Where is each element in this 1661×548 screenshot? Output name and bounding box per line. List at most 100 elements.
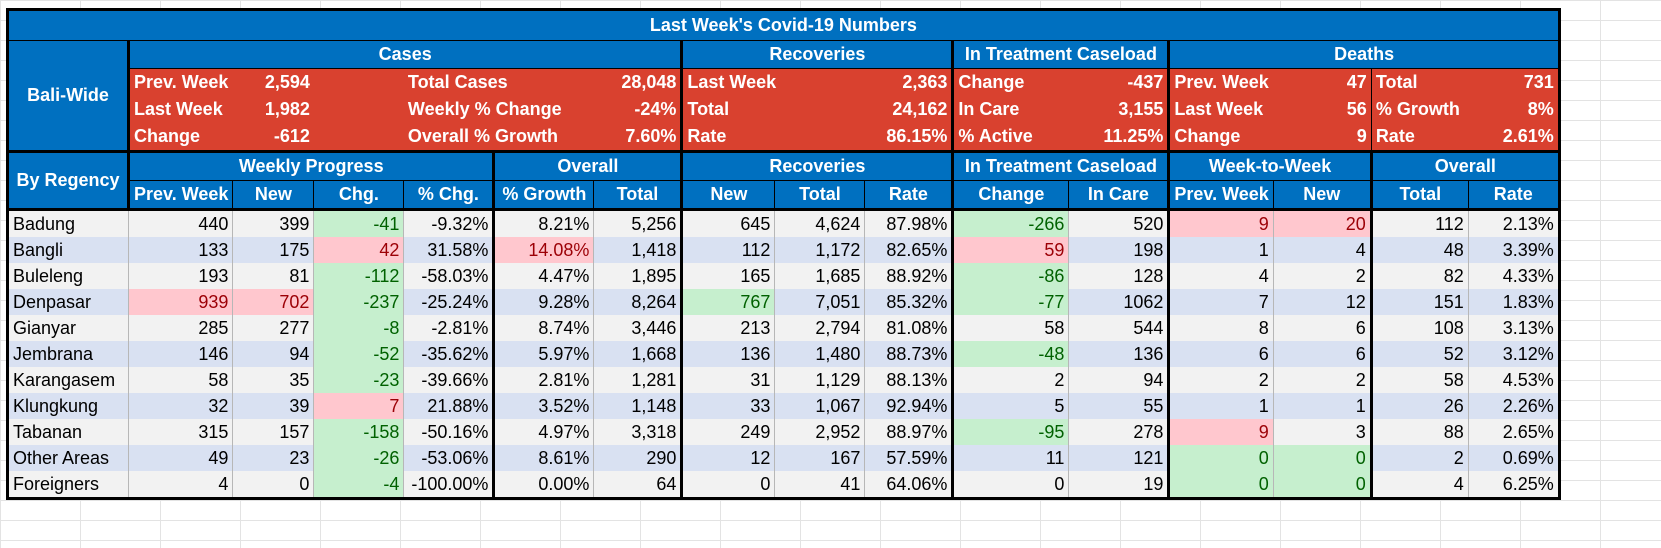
regency-name: Gianyar [7, 315, 129, 341]
data-cell: 121 [1068, 445, 1169, 471]
data-cell: -53.06% [403, 445, 494, 471]
data-cell: -237 [313, 289, 404, 315]
cases-total-value: 28,048 [593, 68, 684, 96]
data-cell: 33 [680, 393, 775, 419]
column-header: Prev. Week [127, 180, 234, 210]
deaths-week-label: Prev. Week [1168, 68, 1274, 96]
data-cell: 6 [1272, 315, 1372, 341]
data-cell: 19 [1068, 471, 1169, 499]
data-cell: 133 [127, 237, 233, 263]
column-header: New [681, 180, 776, 210]
data-cell: 94 [232, 341, 314, 367]
data-cell: 81 [232, 263, 314, 289]
deaths-week-label: Last Week [1168, 96, 1274, 123]
bali-wide-row: Change -612 Overall % Growth 7.60% Rate 86.15… [8, 123, 1560, 153]
data-cell: 1,067 [774, 393, 865, 419]
data-cell: 1,480 [774, 341, 865, 367]
data-cell: 151 [1369, 289, 1469, 315]
table-row: Jembrana 146 94 -52 -35.62% 5.97% 1,668 136 1,48… [7, 341, 1560, 367]
data-cell: 198 [1068, 237, 1169, 263]
data-cell: -95 [951, 419, 1069, 445]
table-row: Gianyar 285 277 -8 -2.81% 8.74% 3,446 213 2,794 8… [7, 315, 1560, 341]
data-cell: 1 [1272, 393, 1372, 419]
column-header: Prev. Week [1168, 180, 1274, 210]
data-cell: 175 [232, 237, 314, 263]
data-cell: 8.74% [492, 315, 594, 341]
data-cell: 9 [1167, 419, 1274, 445]
data-cell: 702 [232, 289, 314, 315]
column-header: % Growth [493, 180, 595, 210]
data-cell: 213 [680, 315, 775, 341]
data-cell: 1,418 [593, 237, 682, 263]
treatment-value: 3,155 [1068, 96, 1171, 123]
table-row: Denpasar 939 702 -237 -25.24% 9.28% 8,264 767 7,… [7, 289, 1560, 315]
data-cell: 277 [232, 315, 314, 341]
table-row: Buleleng 193 81 -112 -58.03% 4.47% 1,895 165 1,6… [7, 263, 1560, 289]
data-cell: -266 [951, 208, 1069, 237]
data-cell: 290 [593, 445, 682, 471]
data-cell: -39.66% [403, 367, 494, 393]
data-cell: -77 [951, 289, 1069, 315]
data-cell: 2 [1272, 263, 1372, 289]
data-cell: 26 [1369, 393, 1469, 419]
data-cell: 58 [951, 315, 1069, 341]
cases-total-label: Total Cases [403, 68, 594, 96]
data-cell: 5 [951, 393, 1069, 419]
data-cell: 108 [1369, 315, 1469, 341]
data-cell: 315 [127, 419, 233, 445]
treatment-label: % Active [952, 123, 1069, 153]
data-cell: 0.69% [1467, 445, 1560, 471]
data-cell: 1 [1167, 393, 1274, 419]
data-cell: -41 [313, 208, 404, 237]
column-header: Rate [1467, 180, 1560, 210]
column-header: Total [774, 180, 866, 210]
data-cell: -26 [313, 445, 404, 471]
data-cell: 59 [951, 237, 1069, 263]
data-cell: 146 [127, 341, 233, 367]
regency-name: Karangasem [7, 367, 129, 393]
data-cell: -25.24% [403, 289, 494, 315]
data-cell: 88.97% [864, 419, 953, 445]
column-header: Chg. [313, 180, 405, 210]
data-cell: 31 [680, 367, 775, 393]
deaths-week-value: 56 [1273, 96, 1372, 123]
data-cell: 82 [1369, 263, 1469, 289]
cases-prev-label: Prev. Week [128, 68, 233, 96]
cases-blank-cell [313, 68, 404, 96]
treatment-regency-header: In Treatment Caseload [952, 150, 1171, 181]
recoveries-label: Rate [681, 123, 865, 153]
cases-prev-label: Last Week [128, 96, 233, 123]
weekly-progress-header: Weekly Progress [127, 150, 496, 181]
data-cell: 4,624 [774, 208, 865, 237]
deaths-header: Deaths [1168, 40, 1560, 69]
data-cell: 12 [680, 445, 775, 471]
data-cell: -23 [313, 367, 404, 393]
column-header: Total [1370, 180, 1469, 210]
cases-prev-value: -612 [232, 123, 314, 153]
data-cell: 2 [1272, 367, 1372, 393]
data-cell: 9.28% [492, 289, 594, 315]
recoveries-label: Last Week [681, 68, 865, 96]
data-cell: 2.13% [1467, 208, 1560, 237]
data-cell: 2.65% [1467, 419, 1560, 445]
column-header: Total [593, 180, 684, 210]
data-cell: 20 [1272, 208, 1372, 237]
data-cell: 112 [1369, 208, 1469, 237]
column-header: New [232, 180, 315, 210]
regency-name: Foreigners [7, 471, 129, 499]
data-cell: 0 [1167, 471, 1274, 499]
data-cell: 136 [680, 341, 775, 367]
data-cell: 136 [1068, 341, 1169, 367]
cases-prev-label: Change [128, 123, 233, 153]
data-cell: 4 [127, 471, 233, 499]
data-cell: 6 [1167, 341, 1274, 367]
cases-header: Cases [127, 40, 684, 69]
data-cell: 0 [951, 471, 1069, 499]
data-cell: 6.25% [1467, 471, 1560, 499]
data-cell: -35.62% [403, 341, 494, 367]
data-cell: 8,264 [593, 289, 682, 315]
data-cell: 544 [1068, 315, 1169, 341]
data-cell: 11 [951, 445, 1069, 471]
data-cell: 4.97% [492, 419, 594, 445]
data-cell: 58 [127, 367, 233, 393]
